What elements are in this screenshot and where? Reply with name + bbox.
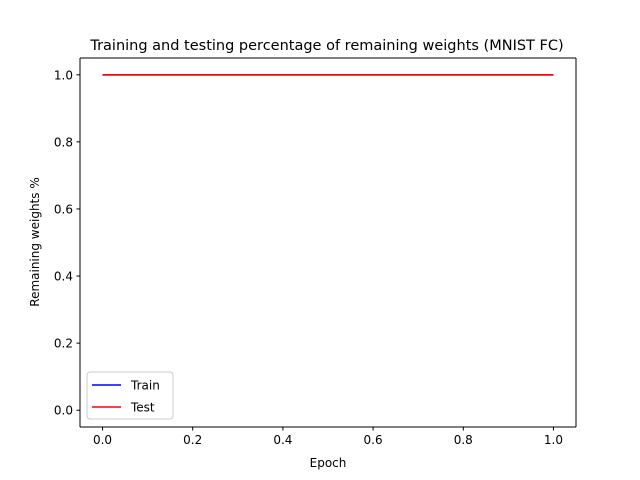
y-axis-ticks: 0.0 0.2 0.4 0.6 0.8 1.0 — [54, 68, 80, 418]
x-axis-label: Epoch — [310, 456, 347, 470]
x-tick-label: 1.0 — [544, 433, 563, 447]
legend: Train Test — [86, 371, 174, 420]
y-tick-label: 0.2 — [54, 337, 73, 351]
x-tick-label: 0.6 — [364, 433, 383, 447]
plot-background — [80, 58, 576, 427]
plot-area — [80, 58, 576, 427]
y-axis-label: Remaining weights % — [28, 177, 42, 306]
x-tick-label: 0.8 — [454, 433, 473, 447]
chart-title: Training and testing percentage of remai… — [89, 38, 563, 54]
axes-frame — [79, 57, 577, 428]
y-tick-label: 0.4 — [54, 270, 73, 284]
y-tick-label: 0.6 — [54, 202, 73, 216]
x-tick-label: 0.4 — [273, 433, 292, 447]
x-tick-label: 0.2 — [183, 433, 202, 447]
x-axis-ticks: 0.0 0.2 0.4 0.6 0.8 1.0 — [93, 427, 563, 447]
legend-label-test: Test — [130, 401, 155, 415]
x-tick-label: 0.0 — [93, 433, 112, 447]
y-tick-label: 0.0 — [54, 404, 73, 418]
y-tick-label: 0.8 — [54, 135, 73, 149]
legend-box — [86, 371, 174, 420]
y-tick-label: 1.0 — [54, 68, 73, 82]
legend-label-train: Train — [130, 379, 160, 393]
